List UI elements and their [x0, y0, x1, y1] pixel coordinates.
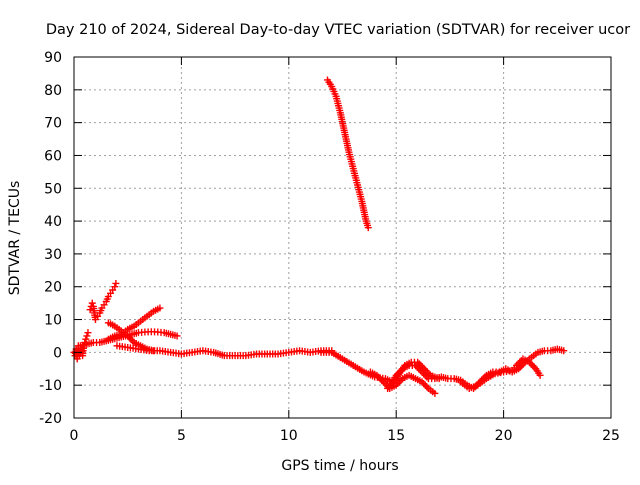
data-series — [70, 76, 568, 397]
data-point-marker — [173, 332, 181, 340]
series-arc-late-branch-c — [457, 355, 544, 392]
y-tick-label: 0 — [53, 345, 62, 361]
plot-frame — [73, 56, 612, 419]
axes: 0 5 10 15 20 25 -20 -10 0 10 20 30 40 50 60 70 80 90 — [39, 50, 620, 444]
y-tick-label: 30 — [44, 247, 62, 263]
data-point-marker — [84, 329, 92, 337]
data-point-marker — [112, 279, 120, 287]
x-tick-label: 20 — [495, 428, 513, 444]
x-tick-label: 0 — [70, 428, 79, 444]
y-tick-label: 40 — [44, 214, 62, 230]
data-point-marker — [111, 283, 119, 291]
data-point-marker — [529, 361, 537, 369]
x-tick-label: 15 — [387, 428, 405, 444]
y-tick-label: 20 — [44, 280, 62, 296]
data-point-marker — [431, 389, 439, 397]
chart-title: Day 210 of 2024, Sidereal Day-to-day VTE… — [46, 22, 630, 38]
data-point-marker — [127, 335, 135, 343]
data-point-marker — [421, 381, 429, 389]
data-point-marker — [82, 335, 90, 343]
data-point-marker — [88, 299, 96, 307]
series-arc-rise-1 — [89, 279, 120, 324]
y-tick-label: 60 — [44, 148, 62, 164]
series-arc-storm-steep — [323, 76, 372, 232]
y-tick-label: 80 — [44, 83, 62, 99]
series-arc-late-branch-b — [384, 358, 443, 392]
data-point-marker — [86, 306, 94, 314]
y-tick-label: 70 — [44, 116, 62, 132]
x-tick-label: 25 — [602, 428, 620, 444]
data-point-marker — [560, 347, 568, 355]
data-point-marker — [423, 383, 431, 391]
y-tick-label: -10 — [39, 378, 62, 394]
grid-lines — [74, 57, 611, 418]
data-point-marker — [435, 375, 443, 383]
x-axis-title: GPS time / hours — [281, 458, 398, 474]
series-arc-baseline-main — [113, 342, 336, 360]
data-point-marker — [156, 304, 164, 312]
x-tick-label: 5 — [177, 428, 186, 444]
data-point-marker — [83, 332, 91, 340]
x-tick-label: 10 — [280, 428, 298, 444]
y-tick-label: -20 — [39, 411, 62, 427]
y-tick-label: 90 — [44, 50, 62, 66]
y-axis-title: SDTVAR / TECUs — [7, 181, 23, 296]
y-tick-label: 50 — [44, 181, 62, 197]
y-tick-label: 10 — [44, 313, 62, 329]
data-point-marker — [536, 371, 544, 379]
data-point-marker — [364, 224, 372, 232]
